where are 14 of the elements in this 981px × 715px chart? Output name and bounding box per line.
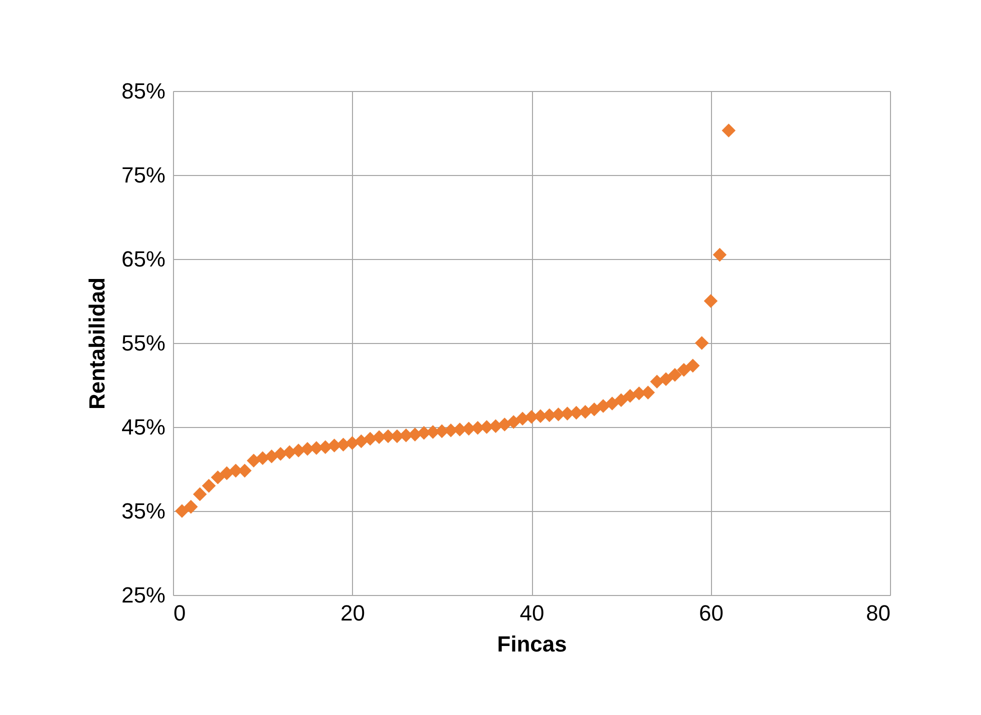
x-tick-label: 40 (520, 600, 544, 626)
x-tick-label: 80 (866, 600, 890, 626)
y-tick-label: 35% (121, 498, 166, 524)
x-tick-label: 0 (174, 600, 186, 626)
y-axis-title: Rentabilidad (84, 277, 110, 410)
y-tick-label: 45% (121, 414, 166, 440)
y-tick-label: 55% (121, 330, 166, 356)
y-tick-label: 85% (121, 78, 166, 104)
y-tick-label: 25% (121, 582, 166, 608)
y-tick-label: 75% (121, 162, 166, 188)
x-axis-title: Fincas (497, 632, 567, 656)
x-tick-label: 20 (340, 600, 365, 626)
y-tick-label: 65% (121, 246, 166, 272)
x-tick-label: 60 (699, 600, 724, 626)
